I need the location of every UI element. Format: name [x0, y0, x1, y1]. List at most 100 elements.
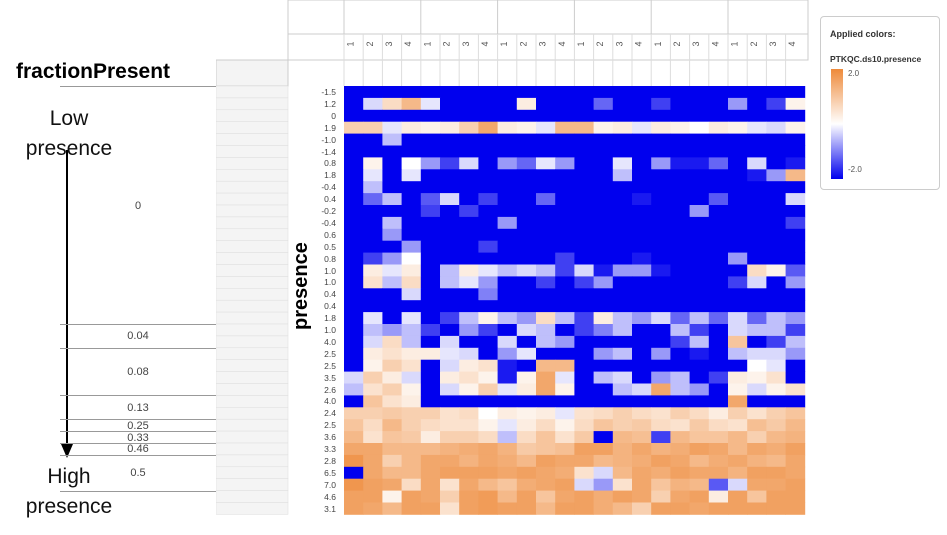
heatmap-cell[interactable]: [670, 157, 690, 170]
heatmap-cell[interactable]: [420, 312, 441, 325]
heatmap-cell[interactable]: [459, 121, 479, 134]
heatmap-cell[interactable]: [785, 383, 806, 396]
heatmap-cell[interactable]: [708, 454, 729, 468]
heatmap-cell[interactable]: [593, 121, 614, 134]
heatmap-cell[interactable]: [728, 371, 748, 384]
heatmap-cell[interactable]: [593, 443, 614, 456]
heatmap-cell[interactable]: [363, 383, 383, 396]
heatmap-cell[interactable]: [651, 181, 671, 194]
heatmap-cell[interactable]: [766, 312, 786, 325]
heatmap-cell[interactable]: [344, 228, 364, 242]
heatmap-cell[interactable]: [516, 228, 537, 242]
heatmap-cell[interactable]: [708, 502, 729, 515]
heatmap-cell[interactable]: [651, 228, 671, 242]
heatmap-cell[interactable]: [612, 466, 633, 480]
heatmap-cell[interactable]: [440, 109, 460, 123]
heatmap-cell[interactable]: [785, 371, 806, 384]
heatmap-cell[interactable]: [363, 157, 383, 170]
heatmap-cell[interactable]: [516, 490, 537, 503]
heatmap-cell[interactable]: [785, 347, 806, 361]
heatmap-cell[interactable]: [478, 288, 498, 301]
heatmap-cell[interactable]: [478, 228, 498, 242]
heatmap-cell[interactable]: [401, 133, 422, 146]
heatmap-cell[interactable]: [728, 312, 748, 325]
heatmap-cell[interactable]: [497, 300, 518, 313]
heatmap-cell[interactable]: [344, 419, 364, 432]
heatmap-cell[interactable]: [344, 431, 364, 444]
heatmap-cell[interactable]: [420, 359, 441, 372]
heatmap-cell[interactable]: [785, 181, 806, 194]
heatmap-cell[interactable]: [401, 109, 422, 123]
heatmap-cell[interactable]: [747, 300, 767, 313]
heatmap-cell[interactable]: [420, 97, 441, 111]
heatmap-cell[interactable]: [785, 395, 806, 408]
heatmap-cell[interactable]: [516, 169, 537, 182]
heatmap-cell[interactable]: [497, 205, 518, 218]
heatmap-cell[interactable]: [497, 371, 518, 384]
heatmap-cell[interactable]: [555, 383, 575, 396]
heatmap-cell[interactable]: [612, 443, 633, 456]
heatmap-cell[interactable]: [574, 252, 594, 265]
heatmap-cell[interactable]: [555, 395, 575, 408]
heatmap-cell[interactable]: [574, 335, 594, 349]
heatmap-cell[interactable]: [785, 228, 806, 242]
heatmap-cell[interactable]: [670, 228, 690, 242]
heatmap-cell[interactable]: [689, 454, 710, 468]
heatmap-cell[interactable]: [401, 419, 422, 432]
heatmap-cell[interactable]: [536, 264, 556, 277]
heatmap-cell[interactable]: [555, 169, 575, 182]
heatmap-cell[interactable]: [382, 228, 402, 242]
heatmap-cell[interactable]: [478, 454, 498, 468]
heatmap-cell[interactable]: [459, 431, 479, 444]
heatmap-cell[interactable]: [363, 264, 383, 277]
heatmap-cell[interactable]: [382, 157, 402, 170]
heatmap-cell[interactable]: [420, 252, 441, 265]
heatmap-cell[interactable]: [632, 478, 652, 491]
heatmap-cell[interactable]: [593, 264, 614, 277]
heatmap-cell[interactable]: [516, 431, 537, 444]
heatmap-cell[interactable]: [440, 97, 460, 111]
heatmap-cell[interactable]: [728, 193, 748, 206]
heatmap-cell[interactable]: [708, 443, 729, 456]
heatmap-cell[interactable]: [574, 454, 594, 468]
heatmap-cell[interactable]: [497, 312, 518, 325]
heatmap-cell[interactable]: [440, 324, 460, 337]
heatmap-cell[interactable]: [708, 359, 729, 372]
heatmap-cell[interactable]: [689, 419, 710, 432]
heatmap-cell[interactable]: [632, 419, 652, 432]
heatmap-cell[interactable]: [689, 478, 710, 491]
heatmap-cell[interactable]: [708, 490, 729, 503]
heatmap-cell[interactable]: [728, 454, 748, 468]
heatmap-cell[interactable]: [516, 276, 537, 289]
heatmap-cell[interactable]: [401, 490, 422, 503]
heatmap-cell[interactable]: [593, 335, 614, 349]
heatmap-cell[interactable]: [747, 383, 767, 396]
heatmap-cell[interactable]: [747, 443, 767, 456]
heatmap-cell[interactable]: [766, 431, 786, 444]
heatmap-cell[interactable]: [497, 478, 518, 491]
heatmap-cell[interactable]: [670, 324, 690, 337]
heatmap-cell[interactable]: [420, 454, 441, 468]
heatmap-cell[interactable]: [670, 276, 690, 289]
heatmap-cell[interactable]: [574, 216, 594, 230]
heatmap-cell[interactable]: [382, 300, 402, 313]
heatmap-cell[interactable]: [555, 371, 575, 384]
heatmap-cell[interactable]: [401, 169, 422, 182]
heatmap-cell[interactable]: [728, 276, 748, 289]
heatmap-cell[interactable]: [574, 312, 594, 325]
heatmap-cell[interactable]: [574, 502, 594, 515]
heatmap-cell[interactable]: [708, 264, 729, 277]
heatmap-cell[interactable]: [785, 216, 806, 230]
heatmap-cell[interactable]: [632, 86, 652, 99]
heatmap-cell[interactable]: [593, 371, 614, 384]
heatmap-cell[interactable]: [536, 288, 556, 301]
heatmap-cell[interactable]: [747, 407, 767, 420]
heatmap-cell[interactable]: [382, 454, 402, 468]
heatmap-cell[interactable]: [766, 288, 786, 301]
heatmap-cell[interactable]: [363, 478, 383, 491]
heatmap-cell[interactable]: [651, 264, 671, 277]
heatmap-cell[interactable]: [516, 97, 537, 111]
heatmap-cell[interactable]: [747, 145, 767, 158]
heatmap-cell[interactable]: [536, 145, 556, 158]
heatmap-cell[interactable]: [728, 145, 748, 158]
